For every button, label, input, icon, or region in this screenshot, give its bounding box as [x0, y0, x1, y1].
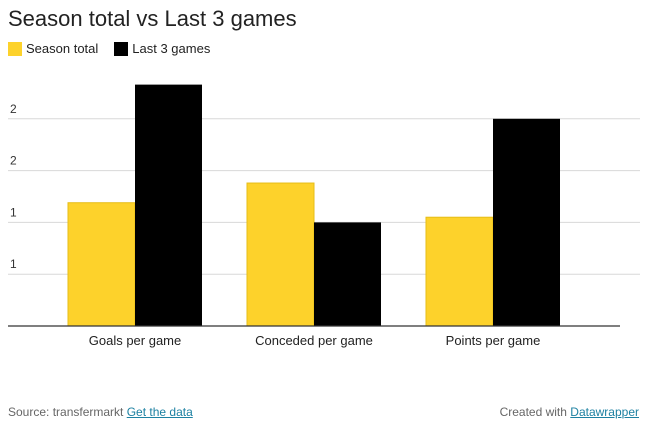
legend-label-last-3-games: Last 3 games	[132, 41, 211, 56]
chart-title: Season total vs Last 3 games	[8, 6, 297, 31]
bar-last-3-games-2	[493, 118, 560, 326]
x-tick-label-2: Points per game	[446, 333, 541, 348]
y-tick-label-2: 2	[10, 154, 17, 168]
x-tick-label-0: Goals per game	[89, 333, 182, 348]
get-the-data-link[interactable]: Get the data	[126, 405, 193, 419]
x-tick-label-1: Conceded per game	[255, 333, 373, 348]
y-tick-label-3: 2	[10, 102, 17, 116]
datawrapper-link[interactable]: Datawrapper	[570, 405, 639, 419]
legend-swatch-last-3-games	[114, 41, 129, 56]
legend-swatch-season-total	[8, 41, 22, 56]
footer-source: Source: transfermarkt Get the data	[8, 405, 193, 419]
credit-text: Created with	[499, 405, 567, 419]
bar-last-3-games-1	[314, 222, 381, 326]
chart-legend: Season total Last 3 games	[8, 41, 226, 56]
bar-season-total-2	[425, 216, 494, 327]
bar-last-3-games-0	[135, 84, 202, 326]
legend-item-season-total: Season total	[8, 41, 98, 56]
legend-label-season-total: Season total	[26, 41, 99, 56]
footer-credit: Created with Datawrapper	[500, 405, 639, 419]
legend-item-last-3-games: Last 3 games	[114, 41, 210, 56]
source-text: Source: transfermarkt	[8, 405, 124, 419]
y-tick-label-0: 1	[10, 257, 17, 271]
bar-season-total-1	[246, 182, 315, 327]
y-tick-label-1: 1	[10, 205, 17, 219]
bar-season-total-0	[67, 202, 136, 327]
